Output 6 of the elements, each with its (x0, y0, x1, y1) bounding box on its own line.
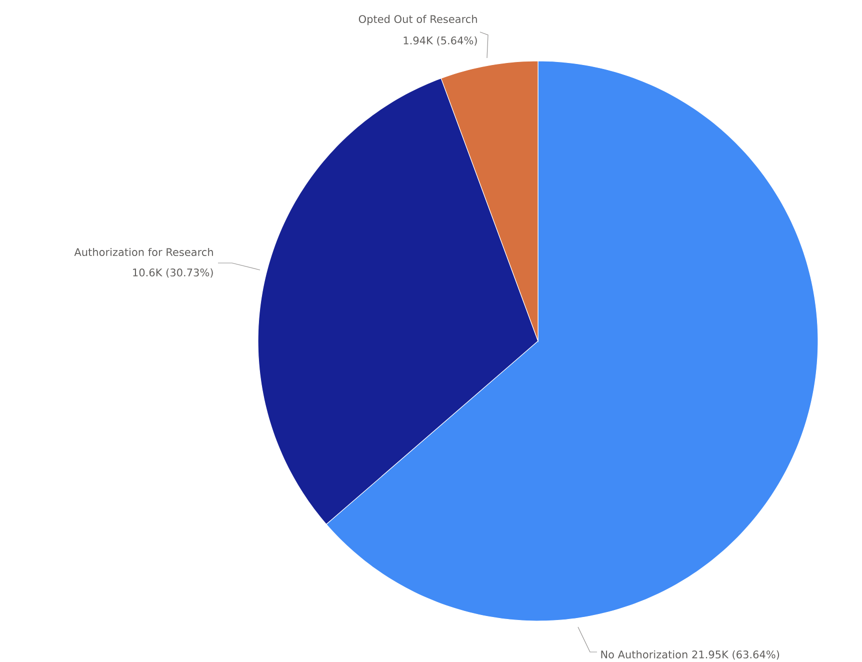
data-label: 1.94K (5.64%) (404, 36, 477, 46)
slice-label: Opted Out of Research (358, 14, 477, 26)
data-label: 21.95K (63.64%) (692, 650, 780, 660)
slice-label: No Authorization (601, 650, 688, 658)
slice-label: Authorization for Research (74, 248, 213, 256)
data-label: 10.6K (30.73%) (133, 268, 213, 278)
